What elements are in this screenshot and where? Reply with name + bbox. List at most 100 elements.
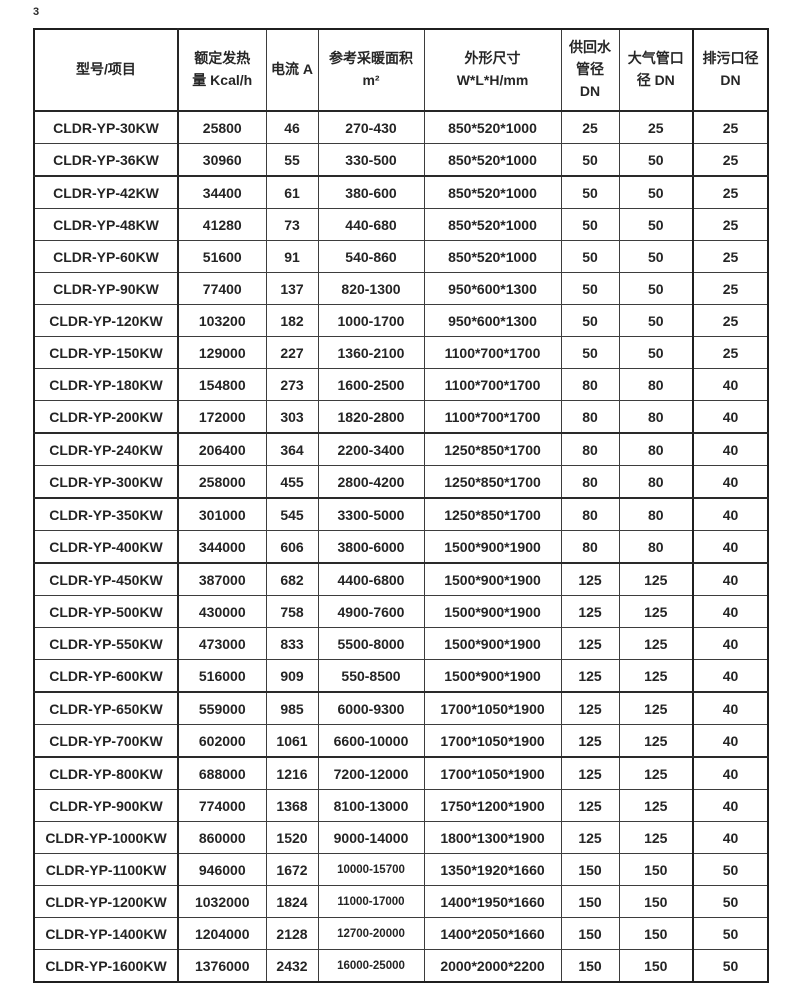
cell-current: 137	[265, 272, 319, 305]
cell-drain-dn: 25	[692, 110, 769, 144]
cell-drain-dn: 25	[692, 336, 769, 369]
table-row: CLDR-YP-650KW 559000 985 6000-9300 1700*1050…	[33, 691, 769, 725]
cell-air-pipe-dn: 125	[618, 691, 694, 725]
cell-current: 1520	[265, 821, 319, 854]
cell-supply-return-pipe-dn: 80	[560, 400, 620, 434]
cell-air-pipe-dn: 80	[618, 400, 694, 434]
table-row: CLDR-YP-180KW 154800 273 1600-2500 1100*700*…	[33, 368, 769, 401]
cell-current: 227	[265, 336, 319, 369]
cell-supply-return-pipe-dn: 125	[560, 724, 620, 758]
column-header-dimensions: 外形尺寸 W*L*H/mm	[423, 28, 562, 112]
cell-rated-heat: 1032000	[177, 885, 267, 918]
cell-heating-area: 540-860	[317, 240, 425, 273]
cell-rated-heat: 301000	[177, 497, 267, 531]
table-row: CLDR-YP-36KW 30960 55 330-500 850*520*1000 50…	[33, 143, 769, 177]
cell-supply-return-pipe-dn: 80	[560, 465, 620, 499]
cell-current: 182	[265, 304, 319, 337]
cell-model: CLDR-YP-550KW	[33, 627, 179, 660]
cell-dimensions: 1250*850*1700	[423, 465, 562, 499]
cell-model: CLDR-YP-1600KW	[33, 949, 179, 983]
cell-rated-heat: 77400	[177, 272, 267, 305]
cell-model: CLDR-YP-36KW	[33, 143, 179, 177]
cell-model: CLDR-YP-400KW	[33, 530, 179, 564]
cell-supply-return-pipe-dn: 125	[560, 691, 620, 725]
table-row: CLDR-YP-1600KW 1376000 2432 16000-25000 2000…	[33, 949, 769, 983]
heater-spec-table: 型号/项目 额定发热量 Kcal/h 电流 A 参考采暖面积 m² 外形尺寸 W*L*H/m…	[33, 28, 769, 983]
cell-supply-return-pipe-dn: 50	[560, 208, 620, 241]
cell-air-pipe-dn: 50	[618, 240, 694, 273]
cell-heating-area: 1820-2800	[317, 400, 425, 434]
cell-heating-area: 1000-1700	[317, 304, 425, 337]
cell-rated-heat: 774000	[177, 789, 267, 822]
table-row: CLDR-YP-42KW 34400 61 380-600 850*520*1000 50…	[33, 175, 769, 209]
cell-model: CLDR-YP-300KW	[33, 465, 179, 499]
cell-dimensions: 1750*1200*1900	[423, 789, 562, 822]
cell-model: CLDR-YP-450KW	[33, 562, 179, 596]
cell-supply-return-pipe-dn: 80	[560, 432, 620, 466]
cell-rated-heat: 1376000	[177, 949, 267, 983]
cell-drain-dn: 25	[692, 143, 769, 177]
cell-dimensions: 1100*700*1700	[423, 368, 562, 401]
cell-current: 46	[265, 110, 319, 144]
cell-heating-area: 7200-12000	[317, 756, 425, 790]
cell-air-pipe-dn: 125	[618, 595, 694, 628]
cell-air-pipe-dn: 150	[618, 949, 694, 983]
table-row: CLDR-YP-60KW 51600 91 540-860 850*520*1000 50…	[33, 240, 769, 273]
cell-heating-area: 12700-20000	[317, 917, 425, 950]
cell-air-pipe-dn: 125	[618, 789, 694, 822]
cell-air-pipe-dn: 50	[618, 304, 694, 337]
header-row: 型号/项目 额定发热量 Kcal/h 电流 A 参考采暖面积 m² 外形尺寸 W*L*H/m…	[33, 28, 769, 112]
cell-dimensions: 1400*2050*1660	[423, 917, 562, 950]
cell-rated-heat: 154800	[177, 368, 267, 401]
cell-rated-heat: 516000	[177, 659, 267, 693]
cell-current: 55	[265, 143, 319, 177]
cell-drain-dn: 40	[692, 691, 769, 725]
cell-rated-heat: 51600	[177, 240, 267, 273]
cell-rated-heat: 344000	[177, 530, 267, 564]
cell-heating-area: 3300-5000	[317, 497, 425, 531]
cell-current: 303	[265, 400, 319, 434]
cell-air-pipe-dn: 125	[618, 821, 694, 854]
cell-drain-dn: 40	[692, 368, 769, 401]
cell-heating-area: 4900-7600	[317, 595, 425, 628]
cell-drain-dn: 50	[692, 949, 769, 983]
table-row: CLDR-YP-90KW 77400 137 820-1300 950*600*1300…	[33, 272, 769, 305]
table-row: CLDR-YP-150KW 129000 227 1360-2100 1100*700*…	[33, 336, 769, 369]
cell-current: 985	[265, 691, 319, 725]
cell-dimensions: 1500*900*1900	[423, 562, 562, 596]
table-row: CLDR-YP-300KW 258000 455 2800-4200 1250*850*…	[33, 465, 769, 499]
cell-rated-heat: 129000	[177, 336, 267, 369]
column-header-model: 型号/项目	[33, 28, 179, 112]
table-row: CLDR-YP-700KW 602000 1061 6600-10000 1700*10…	[33, 724, 769, 758]
cell-supply-return-pipe-dn: 150	[560, 949, 620, 983]
cell-drain-dn: 40	[692, 530, 769, 564]
cell-rated-heat: 688000	[177, 756, 267, 790]
cell-supply-return-pipe-dn: 50	[560, 304, 620, 337]
cell-model: CLDR-YP-1000KW	[33, 821, 179, 854]
cell-model: CLDR-YP-30KW	[33, 110, 179, 144]
cell-dimensions: 950*600*1300	[423, 304, 562, 337]
cell-current: 909	[265, 659, 319, 693]
cell-air-pipe-dn: 80	[618, 465, 694, 499]
cell-dimensions: 2000*2000*2200	[423, 949, 562, 983]
cell-air-pipe-dn: 150	[618, 885, 694, 918]
cell-supply-return-pipe-dn: 80	[560, 530, 620, 564]
cell-dimensions: 1350*1920*1660	[423, 853, 562, 886]
cell-current: 758	[265, 595, 319, 628]
cell-dimensions: 1700*1050*1900	[423, 691, 562, 725]
cell-air-pipe-dn: 150	[618, 853, 694, 886]
column-header-air-pipe-dn: 大气管口径 DN	[618, 28, 694, 112]
cell-drain-dn: 40	[692, 465, 769, 499]
cell-dimensions: 1800*1300*1900	[423, 821, 562, 854]
cell-drain-dn: 25	[692, 304, 769, 337]
cell-drain-dn: 25	[692, 272, 769, 305]
cell-rated-heat: 602000	[177, 724, 267, 758]
cell-current: 455	[265, 465, 319, 499]
cell-supply-return-pipe-dn: 50	[560, 240, 620, 273]
cell-dimensions: 1500*900*1900	[423, 627, 562, 660]
cell-dimensions: 1250*850*1700	[423, 497, 562, 531]
cell-model: CLDR-YP-1400KW	[33, 917, 179, 950]
cell-current: 1672	[265, 853, 319, 886]
cell-rated-heat: 34400	[177, 175, 267, 209]
cell-drain-dn: 40	[692, 659, 769, 693]
